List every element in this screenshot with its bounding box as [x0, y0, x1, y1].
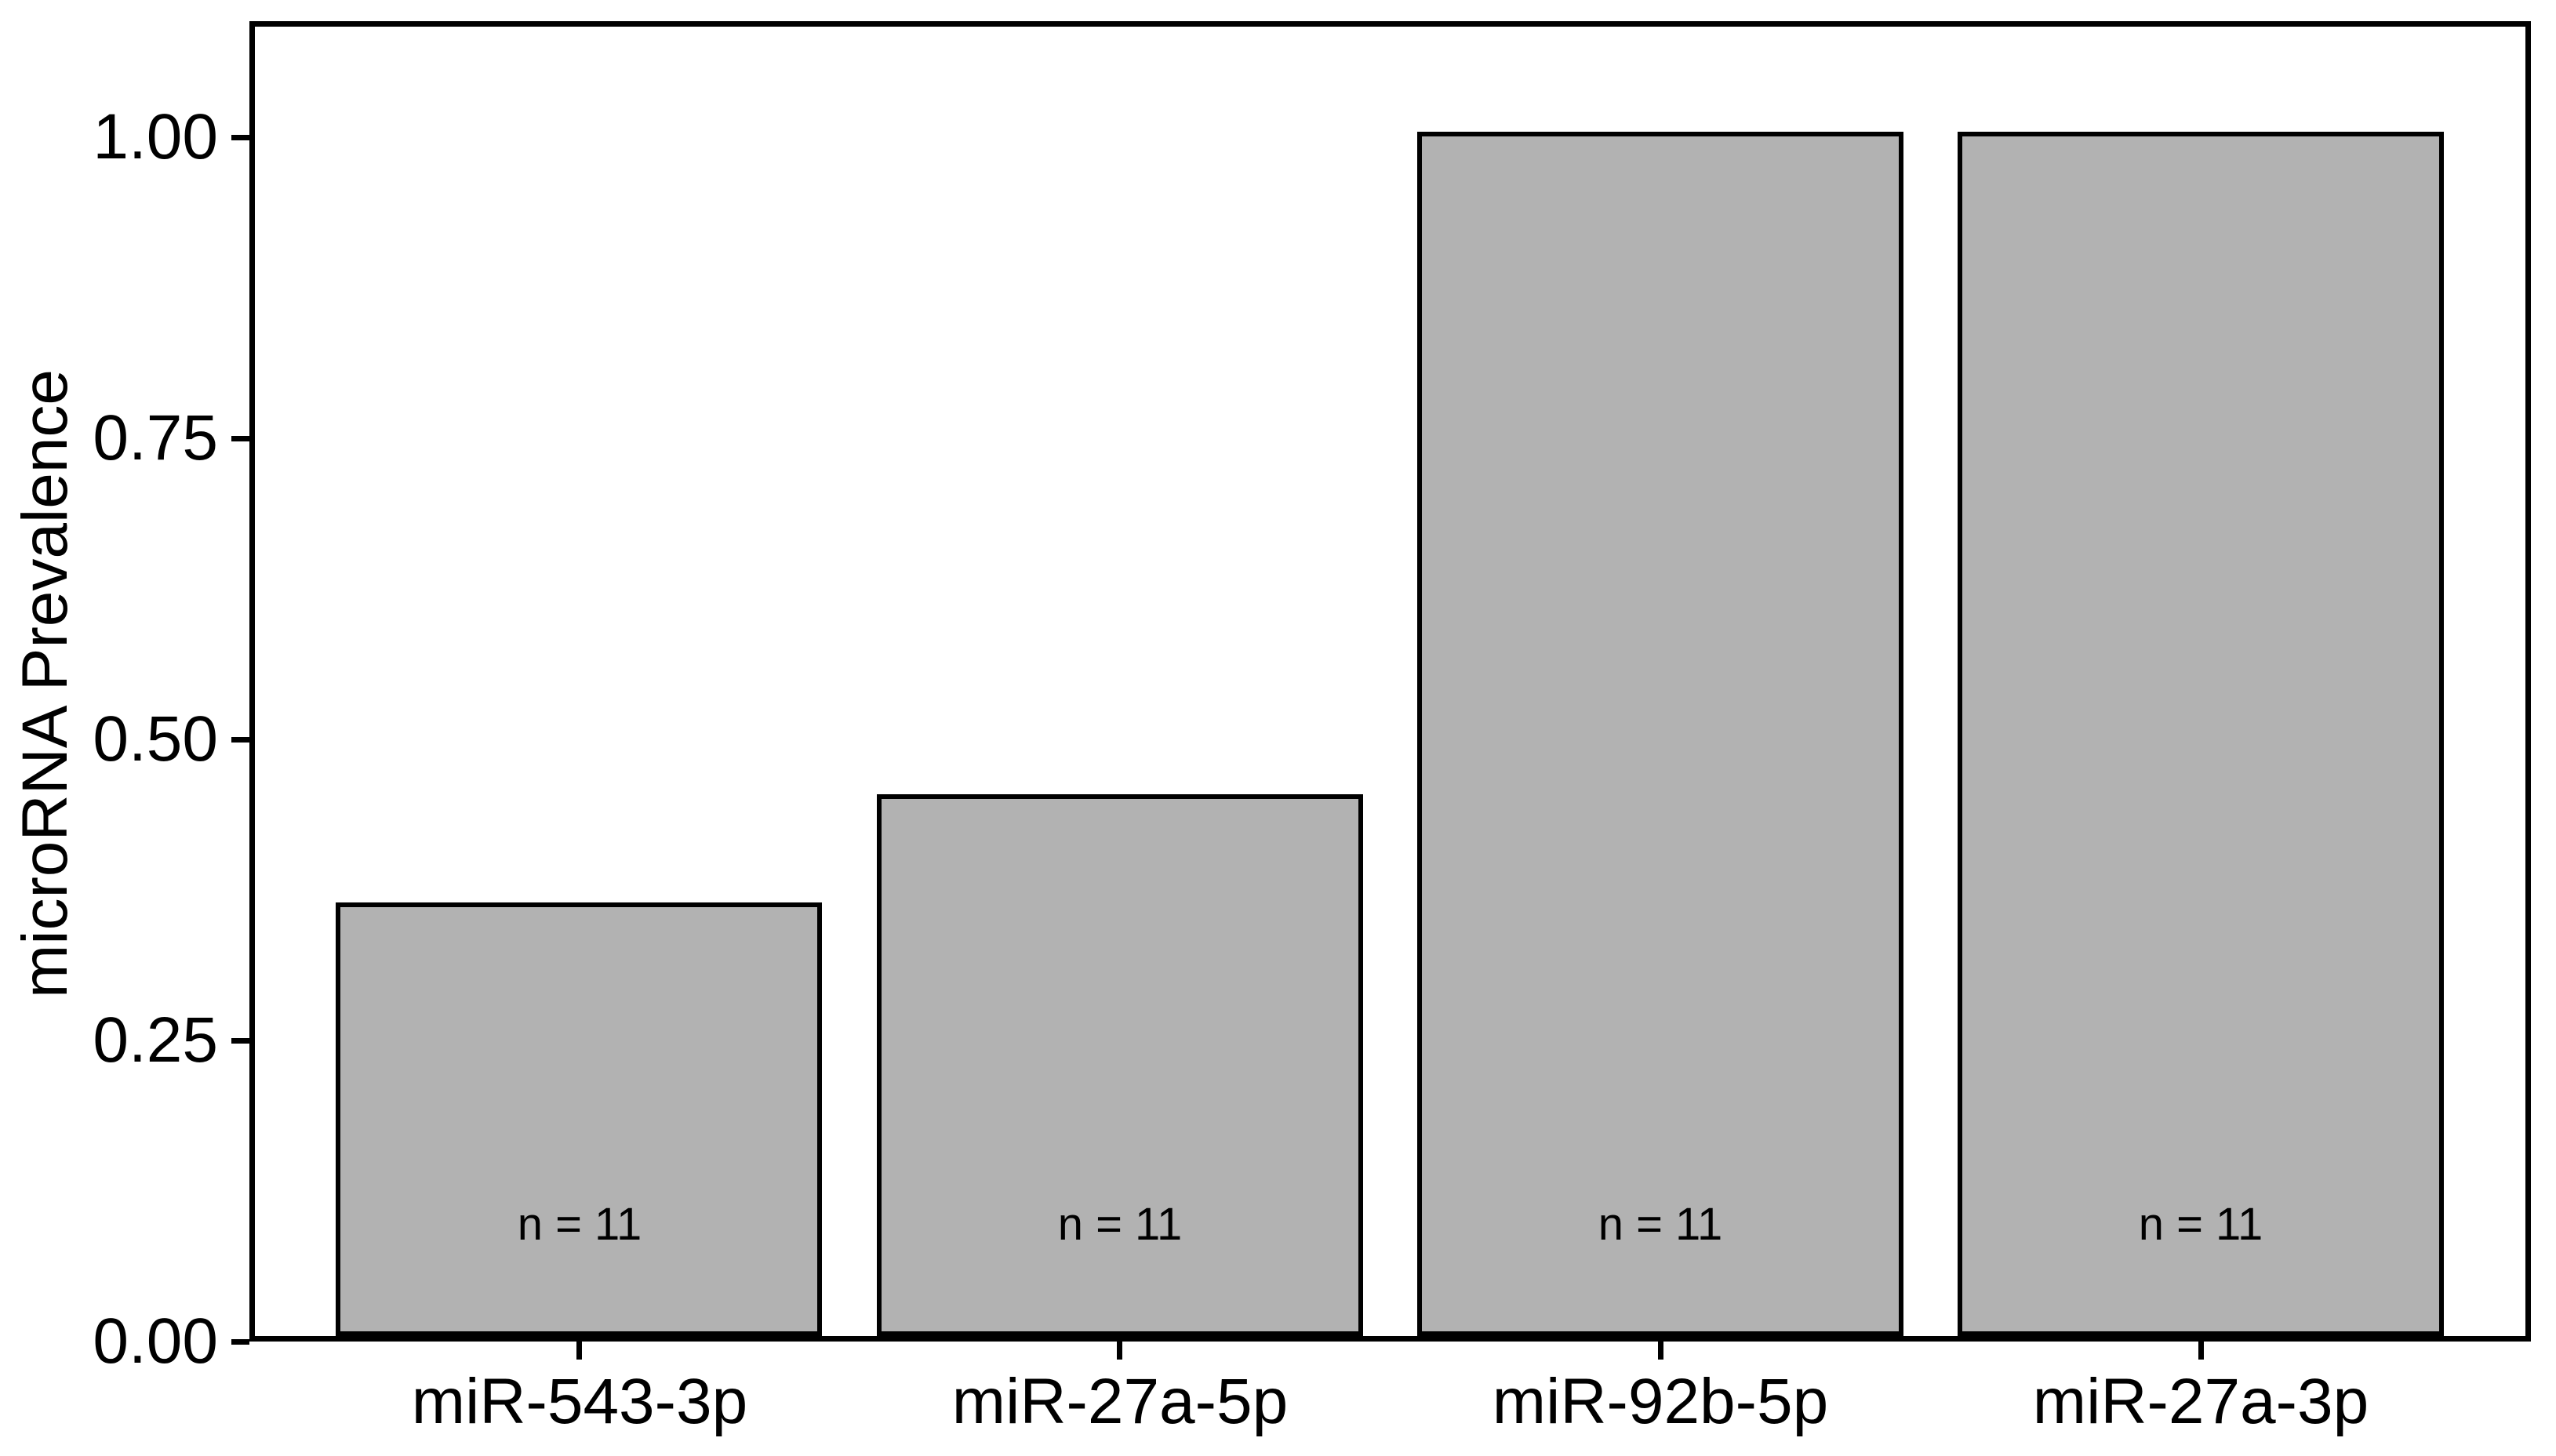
y-tick-mark	[231, 737, 249, 743]
bar	[1958, 132, 2444, 1336]
bar-count-label: n = 11	[1057, 1199, 1183, 1250]
x-tick-mark	[1117, 1342, 1122, 1360]
bar	[1417, 132, 1903, 1336]
y-tick-label: 0.00	[93, 1305, 218, 1377]
y-tick-mark	[231, 1339, 249, 1345]
y-tick-mark	[231, 436, 249, 441]
y-tick-label: 0.75	[93, 402, 218, 474]
bar	[877, 794, 1363, 1336]
x-tick-mark	[1658, 1342, 1663, 1360]
x-tick-mark	[2198, 1342, 2204, 1360]
y-tick-label: 0.25	[93, 1004, 218, 1076]
y-tick-mark	[231, 135, 249, 140]
y-tick-label: 0.50	[93, 703, 218, 775]
y-tick-mark	[231, 1038, 249, 1044]
y-tick-label: 1.00	[93, 101, 218, 172]
bar	[336, 902, 822, 1336]
bar-count-label: n = 11	[1598, 1199, 1723, 1250]
bar-count-label: n = 11	[2138, 1199, 2263, 1250]
x-tick-mark	[576, 1342, 582, 1360]
x-tick-label: miR-27a-5p	[951, 1366, 1289, 1437]
bar-count-label: n = 11	[517, 1199, 642, 1250]
x-tick-label: miR-27a-3p	[2032, 1366, 2369, 1437]
x-tick-label: miR-92b-5p	[1492, 1366, 1829, 1437]
x-tick-label: miR-543-3p	[411, 1366, 748, 1437]
plot-panel	[249, 21, 2531, 1342]
